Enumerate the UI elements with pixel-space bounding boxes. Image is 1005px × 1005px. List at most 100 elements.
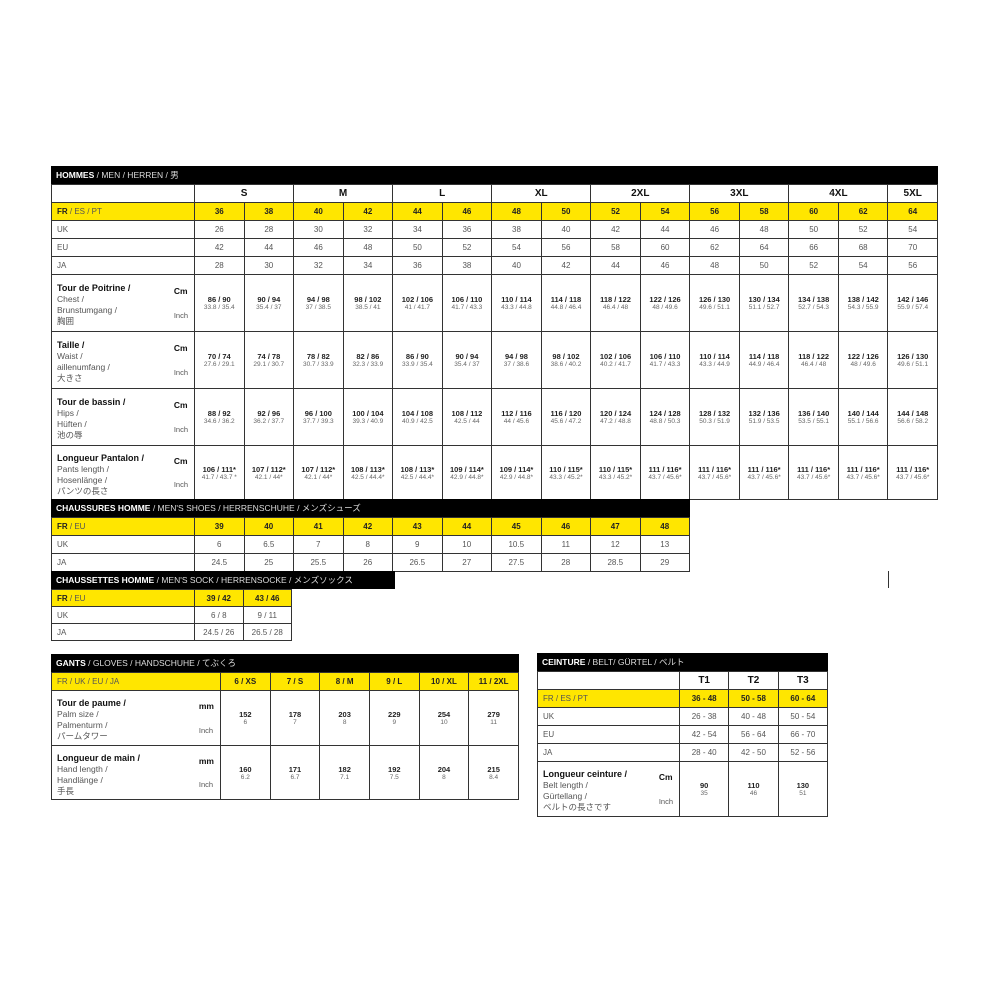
row-label: EU	[537, 725, 680, 744]
socks-size-table: CHAUSSETTES HOMME / MEN'S SOCK / HERRENS…	[51, 571, 395, 641]
size-row-ja: JA 28 - 40 42 - 50 52 - 56	[537, 743, 829, 762]
measurement-values: 102 / 106 40.2 / 41.7	[592, 352, 640, 368]
measurement-title: Taille /	[57, 340, 85, 350]
value-primary: 124 / 128	[649, 409, 681, 418]
value-inch: 50.3 / 51.9	[699, 418, 730, 425]
measurement-values: 114 / 118 44.8 / 46.4	[542, 295, 590, 311]
measurement-values: 108 / 113* 42.5 / 44.4*	[394, 465, 442, 481]
measurement-values: 152 6	[221, 710, 269, 726]
measurement-values: 142 / 146 55.9 / 57.4	[889, 295, 937, 311]
value-primary: 120 / 124	[599, 409, 632, 418]
value-primary: 111 / 116*	[896, 464, 930, 474]
measurement-cell: 94 / 98 37 / 38.6	[491, 331, 542, 389]
value-inch: 30.7 / 33.9	[302, 361, 334, 368]
fr-label-rest: / EU	[67, 593, 86, 603]
table-title-translations: / MEN / HERREN / 男	[94, 170, 179, 180]
unit-inch: Inch	[173, 310, 188, 320]
value-primary: 110 / 115*	[598, 464, 633, 474]
measurement-cell: 204 8	[418, 745, 470, 800]
measurement-values: 110 46	[730, 781, 777, 797]
measurement-values: 130 51	[779, 781, 826, 797]
value-inch: 6.2	[240, 773, 250, 781]
size-cell: 50	[788, 220, 839, 239]
measurement-values: 108 / 112 42.5 / 44	[443, 409, 491, 425]
value-inch: 39.3 / 40.9	[352, 418, 384, 425]
empty-cell	[537, 671, 680, 690]
value-inch: 27.6 / 29.1	[203, 361, 235, 368]
measurement-translation: パームタワー	[57, 731, 108, 741]
value-inch: 42.5 / 44	[454, 418, 480, 425]
value-inch: 40.2 / 41.7	[600, 361, 631, 368]
value-primary: 102 / 106	[599, 352, 632, 361]
measurement-values: 78 / 82 30.7 / 33.9	[295, 352, 343, 368]
measurement-names: Longueur ceinture / Belt length / Gürtella…	[543, 765, 627, 813]
measurement-units: Cm Inch	[174, 279, 188, 327]
measurement-values: 144 / 148 56.6 / 58.2	[889, 409, 937, 425]
measurement-cell: 114 / 118 44.9 / 46.4	[738, 331, 790, 389]
value-primary: 110 / 115*	[549, 464, 583, 474]
size-cell: 44	[639, 220, 691, 239]
gloves-size-table: GANTS / GLOVES / HANDSCHUHE / てぶくろ FR / U…	[51, 654, 519, 800]
measurement-cell: 178 7	[269, 690, 321, 746]
size-row-eu: EU 42 - 54 56 - 64 66 - 70	[537, 725, 829, 744]
measurement-cell: 106 / 110 41.7 / 43.3	[441, 274, 493, 332]
value-inch: 7	[293, 719, 297, 726]
measurement-cell: 106 / 110 41.7 / 43.3	[639, 331, 691, 389]
measurement-values: 111 / 116* 43.7 / 45.6*	[839, 465, 887, 481]
value-inch: 37 / 38.5	[305, 304, 331, 311]
unit-primary: Cm	[173, 400, 188, 411]
fr-size-cell: 39	[194, 517, 245, 536]
measurement-label-wrap: Longueur de main / Hand length / Handlänge…	[57, 749, 220, 797]
fr-size-row: FR / EU 39 40 41 42 43 44 45 46 47 48	[51, 517, 690, 536]
table-title-translations: / MEN'S SOCK / HERRENSOCKE / メンズソックス	[154, 575, 353, 585]
value-primary: 140 / 144	[847, 409, 879, 418]
value-primary: 279	[487, 710, 500, 719]
measurement-label: Taille / Waist / aillenumfang / 大きさ Cm Inch	[51, 331, 195, 389]
measurement-label-wrap: Tour de paume / Palm size / Palmenturm / パー…	[57, 694, 220, 742]
table-title: CHAUSSURES HOMME / MEN'S SHOES / HERRENS…	[51, 499, 690, 517]
size-cell: 26.5 / 28	[242, 623, 292, 641]
measurement-cell: 100 / 104 39.3 / 40.9	[342, 388, 394, 446]
measurement-values: 106 / 110 41.7 / 43.3	[641, 352, 689, 368]
measurement-cell: 130 / 134 51.1 / 52.7	[738, 274, 790, 332]
measurement-values: 110 / 115* 43.3 / 45.2*	[542, 464, 590, 481]
size-cell: 8	[342, 535, 393, 554]
measurement-values: 110 / 114 43.3 / 44.9	[691, 352, 739, 368]
measurement-values: 192 7.5	[370, 765, 418, 781]
value-inch: 38.6 / 40.2	[550, 361, 582, 368]
size-cell: 54	[887, 220, 938, 239]
size-row-uk: UK 6 6.5 7 8 9 10 10.5 11 12 13	[51, 535, 690, 554]
measurement-cell: 102 / 106 41 / 41.7	[392, 274, 443, 332]
value-inch: 40.9 / 42.5	[402, 418, 433, 425]
measurement-cell: 111 / 116* 43.7 / 45.6*	[788, 445, 839, 500]
measurement-cell: 114 / 118 44.8 / 46.4	[540, 274, 592, 332]
measurement-values: 140 / 144 55.1 / 56.6	[839, 409, 887, 425]
fr-size-cell: 48	[491, 202, 542, 221]
value-primary: 86 / 90	[207, 295, 231, 304]
fr-size-cell: 38	[243, 202, 295, 221]
size-label: 2XL	[590, 184, 691, 203]
size-cell: 7	[293, 535, 344, 554]
measurement-units: Cm Inch	[174, 449, 188, 497]
measurement-values: 132 / 136 51.9 / 53.5	[740, 409, 788, 425]
size-grid: S M L XL 2XL 3XL 4XL 5XL FR / ES / PT 36 38 40 42 44 4…	[51, 184, 938, 500]
measurement-values: 106 / 111* 41.7 / 43.7 *	[195, 465, 243, 481]
value-inch: 43.3 / 44.9	[699, 361, 730, 368]
measurement-values: 110 / 115* 43.3 / 45.2*	[592, 464, 640, 481]
value-inch: 42.9 / 44.8*	[499, 473, 534, 481]
value-primary: 126 / 130	[897, 352, 929, 361]
row-label: UK	[51, 220, 195, 239]
measurement-values: 111 / 116* 43.7 / 45.6*	[641, 465, 689, 481]
row-label: UK	[537, 707, 680, 726]
size-cell: 28	[194, 256, 245, 275]
fr-row-label: FR / ES / PT	[51, 202, 195, 221]
value-inch: 41.7 / 43.7 *	[201, 473, 237, 481]
fr-row-label: FR / EU	[51, 589, 195, 607]
value-inch: 43.3 / 44.8	[501, 304, 532, 311]
size-label: 5XL	[887, 184, 938, 203]
size-row-ja: JA 24.5 25 25.5 26 26.5 27 27.5 28 28.5 29	[51, 553, 690, 572]
measurement-values: 118 / 122 46.4 / 48	[592, 295, 640, 311]
size-cell: 34	[342, 256, 394, 275]
table-title: CEINTURE / BELT/ GÜRTEL / ベルト	[537, 653, 828, 671]
